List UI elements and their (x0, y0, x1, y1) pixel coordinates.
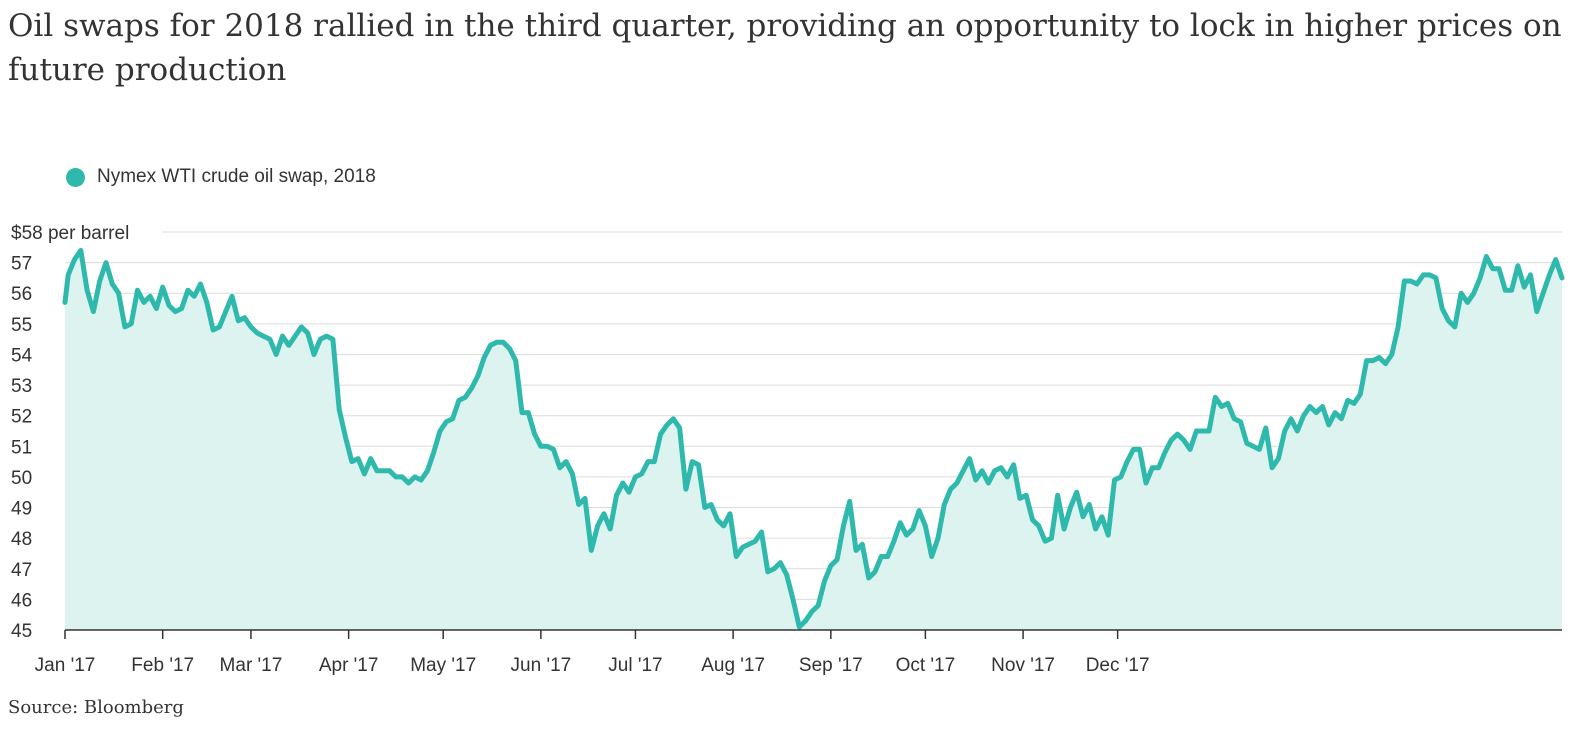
x-tick-label: Jul '17 (608, 655, 662, 676)
y-tick-label: 49 (11, 499, 32, 520)
x-tick-label: Jun '17 (511, 655, 572, 676)
x-tick-label: Sep '17 (799, 655, 863, 676)
legend-swatch (66, 167, 85, 187)
y-tick-label: $58 per barrel (11, 223, 129, 244)
y-tick-label: 55 (11, 315, 32, 336)
y-tick-label: 51 (11, 437, 32, 458)
series-line (62, 247, 1565, 630)
x-tick-label: Mar '17 (220, 655, 283, 676)
x-tick-label: Apr '17 (319, 655, 379, 676)
y-tick-label: 50 (11, 468, 32, 489)
y-tick-label: 56 (11, 284, 32, 305)
y-tick-label: 53 (11, 376, 32, 397)
series-area (65, 250, 1562, 630)
legend-label: Nymex WTI crude oil swap, 2018 (97, 166, 376, 187)
x-tick-label: May '17 (410, 655, 476, 676)
x-tick-label: Jan '17 (35, 655, 96, 676)
y-tick-label: 47 (11, 560, 32, 581)
y-tick-label: 45 (11, 621, 32, 642)
x-tick-label: Oct '17 (896, 655, 956, 676)
y-tick-label: 57 (11, 254, 32, 275)
source-note: Source: Bloomberg (8, 697, 184, 718)
x-tick-label: Feb '17 (131, 655, 194, 676)
y-tick-label: 52 (11, 407, 32, 428)
legend: Nymex WTI crude oil swap, 2018 (66, 166, 376, 188)
x-tick-label: Dec '17 (1086, 655, 1150, 676)
y-tick-label: 54 (11, 345, 33, 366)
x-tick-label: Aug '17 (701, 655, 765, 676)
chart-title: Oil swaps for 2018 rallied in the third … (8, 8, 1562, 88)
x-tick-label: Nov '17 (991, 655, 1055, 676)
y-tick-label: 46 (11, 590, 32, 611)
y-tick-label: 48 (11, 529, 32, 550)
